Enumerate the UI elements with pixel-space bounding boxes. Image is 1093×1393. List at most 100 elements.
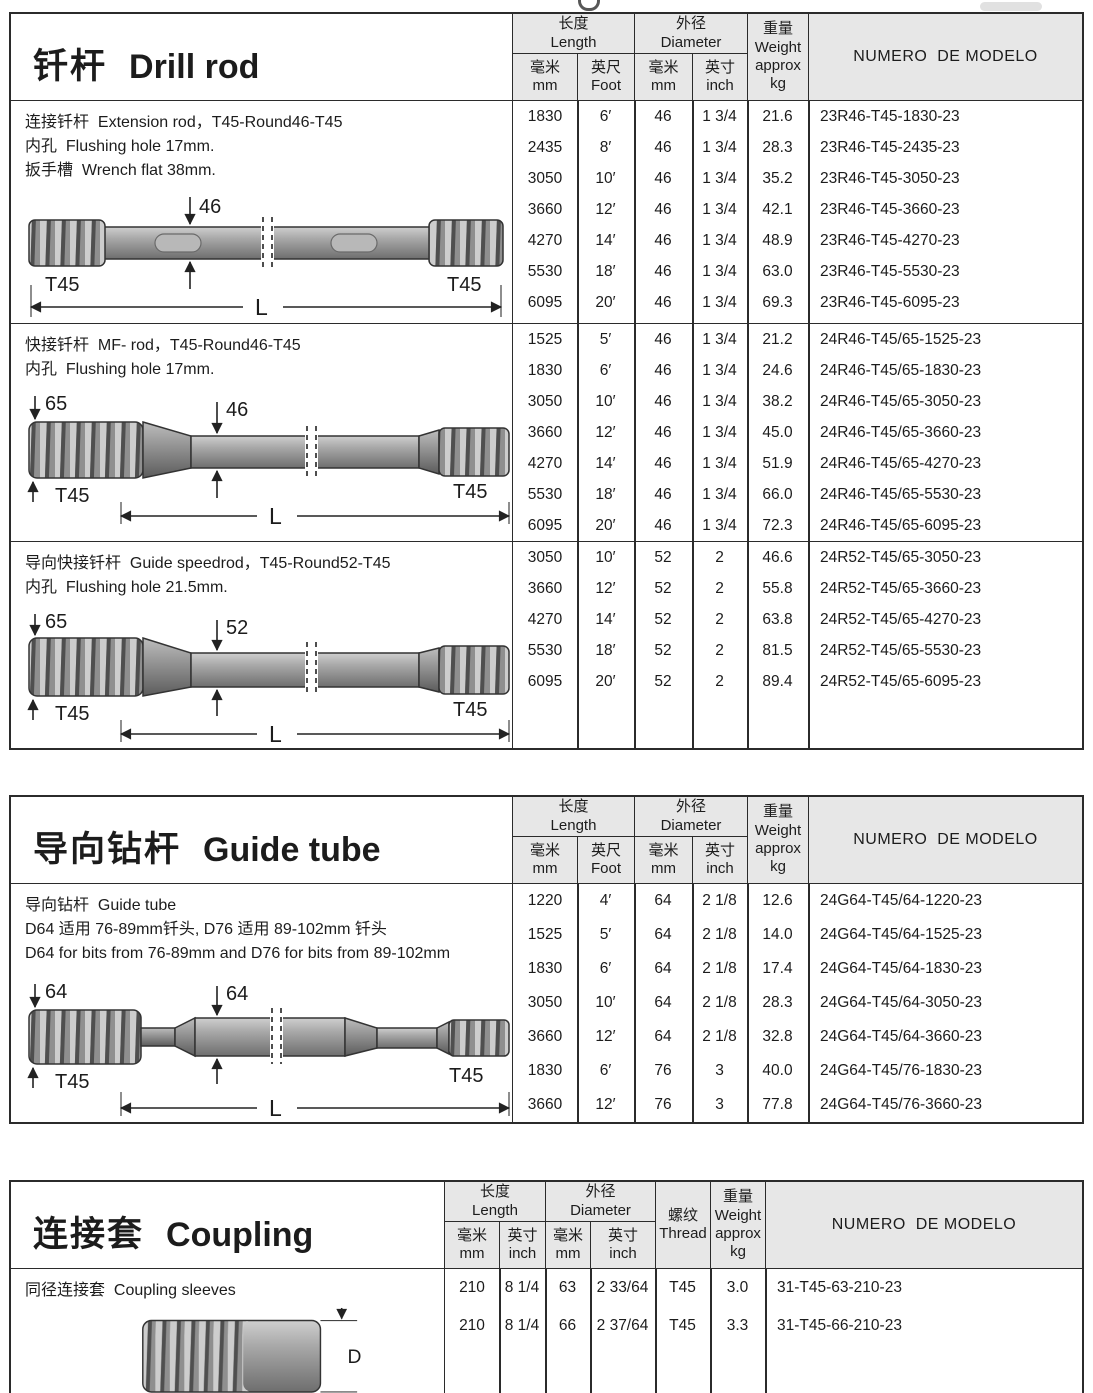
diameter-dim-label: 64: [226, 983, 248, 1005]
diameter-inch-value: 2 1/8: [702, 960, 737, 977]
length-dim-label: L: [269, 1095, 282, 1118]
diameter-dim-label: 46: [199, 196, 221, 218]
product-description: 导向快接钎杆 Guide speedrod，T45-Round52-T45 内孔…: [11, 542, 513, 748]
weight-value: 48.9: [762, 231, 793, 249]
diameter-mm-value: 46: [654, 231, 672, 249]
spec-row: 3660 12′ 52 2 55.8 24R52-T45/65-3660-23: [513, 573, 1082, 604]
diameter-mm-value: 46: [654, 262, 672, 280]
model-number: 24G64-T45/76-1830-23: [820, 1062, 983, 1079]
guide-tube-header: 导向钻杆 Guide tube 长度 Length 外径 Diameter 重量…: [11, 797, 1082, 884]
diameter-inch-value: 2 33/64: [596, 1279, 649, 1296]
model-number: 24G64-T45/64-1525-23: [820, 926, 983, 943]
diameter-inch-value: 1 3/4: [702, 293, 737, 311]
model-number: 24R46-T45/65-1525-23: [820, 330, 982, 348]
spec-row: 4270 14′ 46 1 3/4 48.9 23R46-T45-4270-23: [513, 225, 1082, 256]
spec-row: 1220 4′ 64 2 1/8 12.6 24G64-T45/64-1220-…: [513, 884, 1082, 918]
column-divider: [808, 101, 810, 323]
model-number: 24R46-T45/65-5530-23: [820, 485, 982, 503]
spec-row: 3050 10′ 46 1 3/4 35.2 23R46-T45-3050-23: [513, 163, 1082, 194]
length-mm-value: 1830: [527, 361, 563, 379]
model-number: 24R52-T45/65-4270-23: [820, 610, 982, 628]
length-foot-value: 18′: [595, 485, 616, 503]
thread-left-label: T45: [55, 1071, 89, 1093]
column-divider: [747, 542, 749, 748]
table-title-en: Guide tube: [203, 831, 381, 869]
table-title: 导向钻杆 Guide tube: [11, 797, 513, 883]
diameter-inch-value: 2 1/8: [702, 1028, 737, 1045]
desc-line: 内孔 Flushing hole 17mm.: [25, 361, 215, 378]
diameter-inch-value: 2: [715, 610, 724, 628]
product-description: 同径连接套 Coupling sleeves D L: [11, 1269, 445, 1393]
weight-value: 21.2: [762, 330, 793, 348]
diameter-header-en: Diameter: [660, 33, 722, 51]
spec-row: 1830 6′ 76 3 40.0 24G64-T45/76-1830-23: [513, 1054, 1082, 1088]
coupling-header: 连接套 Coupling 长度 Length 外径 Diameter 螺纹 Th…: [11, 1182, 1082, 1269]
sub-header-diameter-inch: 英寸 inch: [692, 54, 747, 100]
length-foot-value: 18′: [595, 262, 616, 280]
length-mm-value: 1220: [527, 892, 563, 909]
weight-value: 3.0: [726, 1279, 749, 1296]
length-mm-value: 6095: [527, 672, 563, 690]
sub-header-length-foot: 英尺 Foot: [577, 837, 634, 883]
model-header: NUMERO DE MODELO: [808, 797, 1082, 883]
weight-header: 重量 Weight approx kg: [747, 14, 808, 100]
desc-line: 连接钎杆 Extension rod，T45-Round46-T45: [25, 114, 343, 131]
length-foot-value: 10′: [595, 392, 616, 410]
diameter-mm-value: 52: [654, 672, 672, 690]
weight-value: 63.0: [762, 262, 793, 280]
diameter-mm-value: 46: [654, 293, 672, 311]
length-mm-value: 4270: [527, 454, 563, 472]
length-mm-value: 6095: [527, 516, 563, 534]
diameter-mm-value: 46: [654, 330, 672, 348]
diameter-header: 外径 Diameter: [545, 1182, 655, 1222]
spec-row: 1830 6′ 46 1 3/4 24.6 24R46-T45/65-1830-…: [513, 355, 1082, 386]
diameter-dim-label: 46: [226, 399, 248, 421]
diameter-inch-value: 2 1/8: [702, 926, 737, 943]
column-divider: [577, 542, 579, 748]
table-title-zh: 钎杆: [33, 47, 108, 86]
spec-row: 1525 5′ 64 2 1/8 14.0 24G64-T45/64-1525-…: [513, 918, 1082, 952]
length-header-en: Length: [550, 33, 597, 51]
column-divider: [808, 324, 810, 541]
diameter-mm-value: 52: [654, 548, 672, 566]
weight-value: 42.1: [762, 200, 793, 218]
model-number: 23R46-T45-3660-23: [820, 200, 960, 218]
weight-value: 3.3: [726, 1317, 749, 1334]
model-number: 24R52-T45/65-6095-23: [820, 672, 982, 690]
column-divider: [634, 884, 636, 1122]
thread-left-label: T45: [55, 485, 89, 507]
desc-line: 导向快接钎杆 Guide speedrod，T45-Round52-T45: [25, 555, 391, 572]
length-mm-value: 3050: [527, 548, 563, 566]
diameter-inch-value: 1 3/4: [702, 516, 737, 534]
diameter-inch-value: 1 3/4: [702, 262, 737, 280]
desc-line: D64 适用 76-89mm钎头, D76 适用 89-102mm 钎头: [25, 921, 387, 938]
model-number: 23R46-T45-5530-23: [820, 262, 960, 280]
length-header: 长度 Length: [513, 14, 634, 54]
desc-line: 导向钻杆 Guide tube: [25, 897, 177, 914]
diameter-mm-value: 46: [654, 392, 672, 410]
weight-value: 24.6: [762, 361, 793, 379]
diameter-mm-value: 52: [654, 641, 672, 659]
length-foot-value: 12′: [595, 1096, 616, 1113]
column-divider: [577, 324, 579, 541]
diameter-inch-value: 1 3/4: [702, 200, 737, 218]
column-divider: [590, 1269, 592, 1393]
model-number: 24R52-T45/65-5530-23: [820, 641, 982, 659]
diameter-header: 外径 Diameter: [634, 14, 747, 54]
page-crop-artifact: [980, 2, 1042, 11]
model-number: 24R52-T45/65-3660-23: [820, 579, 982, 597]
thread-right-label: T45: [453, 481, 487, 503]
column-divider: [692, 884, 694, 1122]
desc-line: 内孔 Flushing hole 17mm.: [25, 138, 215, 155]
length-mm-value: 210: [459, 1317, 485, 1334]
outer-dim-label: 65: [45, 393, 67, 415]
diameter-inch-value: 1 3/4: [702, 423, 737, 441]
diameter-mm-value: 64: [654, 926, 672, 943]
model-number: 24G64-T45/76-3660-23: [820, 1096, 983, 1113]
length-mm-value: 4270: [527, 231, 563, 249]
diameter-inch-value: 1 3/4: [702, 454, 737, 472]
model-number: 31-T45-66-210-23: [777, 1317, 902, 1334]
spec-row: 1830 6′ 46 1 3/4 21.6 23R46-T45-1830-23: [513, 101, 1082, 132]
column-headers: 长度 Length 外径 Diameter 重量 Weight approx k…: [513, 14, 1082, 100]
length-dim-label: L: [269, 503, 282, 526]
